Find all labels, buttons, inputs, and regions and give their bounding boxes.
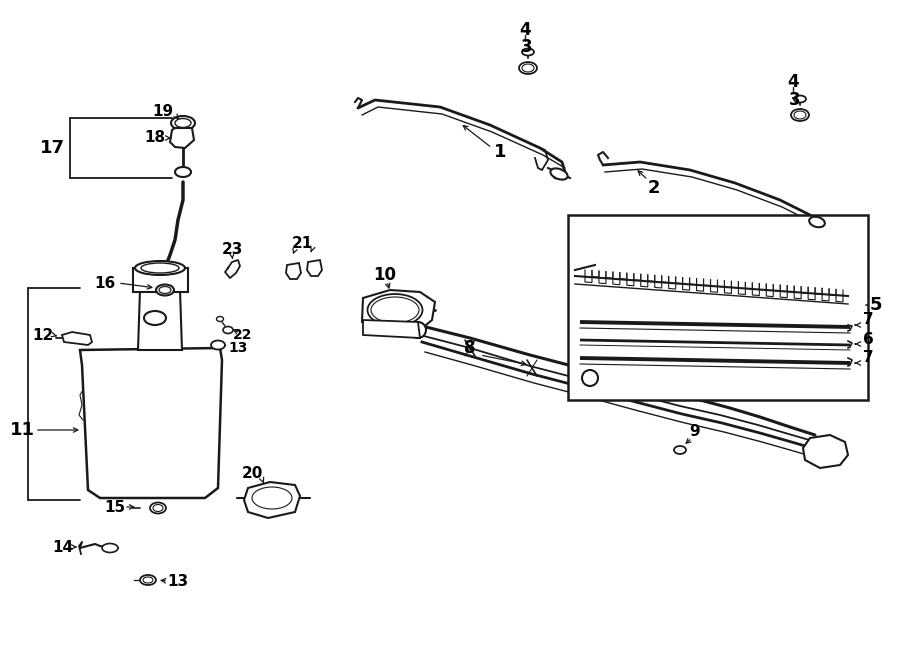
Ellipse shape <box>223 327 233 334</box>
Text: 2: 2 <box>648 179 661 197</box>
Text: 12: 12 <box>32 327 54 342</box>
Text: 20: 20 <box>241 465 263 481</box>
Polygon shape <box>803 435 848 468</box>
Text: 21: 21 <box>292 237 312 251</box>
Text: 13: 13 <box>229 341 248 355</box>
Polygon shape <box>286 263 301 279</box>
Polygon shape <box>138 290 182 350</box>
Polygon shape <box>362 290 435 332</box>
Polygon shape <box>363 320 420 338</box>
Circle shape <box>810 437 830 457</box>
Text: 14: 14 <box>52 539 74 555</box>
Ellipse shape <box>367 294 422 326</box>
Ellipse shape <box>794 95 806 102</box>
Ellipse shape <box>135 261 185 275</box>
Ellipse shape <box>171 116 195 130</box>
Text: 23: 23 <box>221 243 243 258</box>
Ellipse shape <box>102 543 118 553</box>
Text: 11: 11 <box>10 421 34 439</box>
Text: 7: 7 <box>863 350 873 366</box>
Text: 15: 15 <box>104 500 126 514</box>
Text: 8: 8 <box>464 339 476 357</box>
Polygon shape <box>307 260 322 276</box>
Ellipse shape <box>144 311 166 325</box>
Polygon shape <box>80 348 222 498</box>
Ellipse shape <box>150 502 166 514</box>
Polygon shape <box>244 482 300 518</box>
Text: 18: 18 <box>144 130 166 145</box>
Text: 6: 6 <box>862 332 873 348</box>
Text: 13: 13 <box>167 574 189 588</box>
Polygon shape <box>133 268 188 292</box>
Circle shape <box>410 322 426 338</box>
Ellipse shape <box>551 169 568 180</box>
Ellipse shape <box>809 217 824 227</box>
Text: 7: 7 <box>863 313 873 327</box>
Ellipse shape <box>791 109 809 121</box>
Circle shape <box>582 370 598 386</box>
Polygon shape <box>62 332 92 345</box>
Text: 19: 19 <box>152 104 174 120</box>
Text: 22: 22 <box>233 328 253 342</box>
Ellipse shape <box>522 48 534 56</box>
Polygon shape <box>170 128 194 148</box>
Ellipse shape <box>140 575 156 585</box>
Text: 5: 5 <box>869 296 882 314</box>
Text: 17: 17 <box>40 139 65 157</box>
Text: 10: 10 <box>374 266 397 284</box>
Ellipse shape <box>175 167 191 177</box>
Text: 3: 3 <box>521 38 533 56</box>
Ellipse shape <box>519 62 537 74</box>
Text: 4: 4 <box>788 73 799 91</box>
Text: 4: 4 <box>519 21 531 39</box>
Ellipse shape <box>674 446 686 454</box>
Text: 16: 16 <box>94 276 115 290</box>
Ellipse shape <box>211 340 225 350</box>
Text: 1: 1 <box>494 143 506 161</box>
Ellipse shape <box>217 317 223 321</box>
Text: 3: 3 <box>789 91 801 109</box>
Bar <box>568 215 868 400</box>
Ellipse shape <box>156 284 174 295</box>
Text: 9: 9 <box>689 424 700 440</box>
